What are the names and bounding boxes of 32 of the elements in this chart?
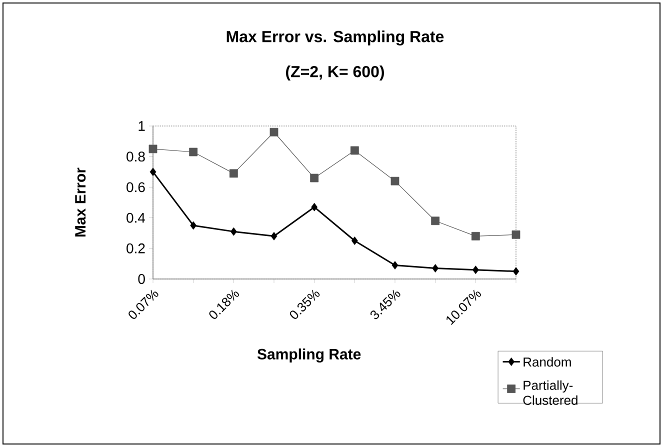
y-tick-label: 0.8 [126, 152, 145, 162]
y-tick-label: 1 [138, 121, 145, 131]
point [148, 144, 158, 154]
point [270, 232, 278, 240]
point [432, 264, 439, 272]
point [512, 267, 520, 276]
legend-label: Random [524, 357, 571, 367]
point [230, 227, 237, 236]
chart-subtitle: (Z=2, K= 600) [286, 66, 384, 80]
point [350, 146, 359, 155]
point [390, 176, 400, 186]
point [311, 202, 318, 212]
point [270, 128, 278, 136]
point [431, 216, 440, 226]
point [472, 266, 479, 274]
point [229, 169, 238, 178]
point [310, 174, 319, 182]
chart-title: Max Error vs. Sampling Rate [226, 30, 444, 46]
y-tick-label: 0.2 [126, 243, 145, 254]
y-tick-label: 0.6 [126, 182, 145, 192]
legend-label: Partially-Clustered [523, 380, 578, 405]
y-tick-label: 0.4 [126, 212, 146, 223]
point [392, 261, 398, 270]
y-tick-label: 0 [138, 274, 145, 284]
y-axis-title: Max Error [75, 168, 86, 237]
point [512, 230, 520, 239]
x-axis-title: Sampling Rate [257, 348, 361, 363]
point [190, 221, 197, 230]
point [351, 236, 358, 245]
point [189, 148, 198, 156]
point [471, 232, 480, 240]
point [150, 168, 156, 176]
